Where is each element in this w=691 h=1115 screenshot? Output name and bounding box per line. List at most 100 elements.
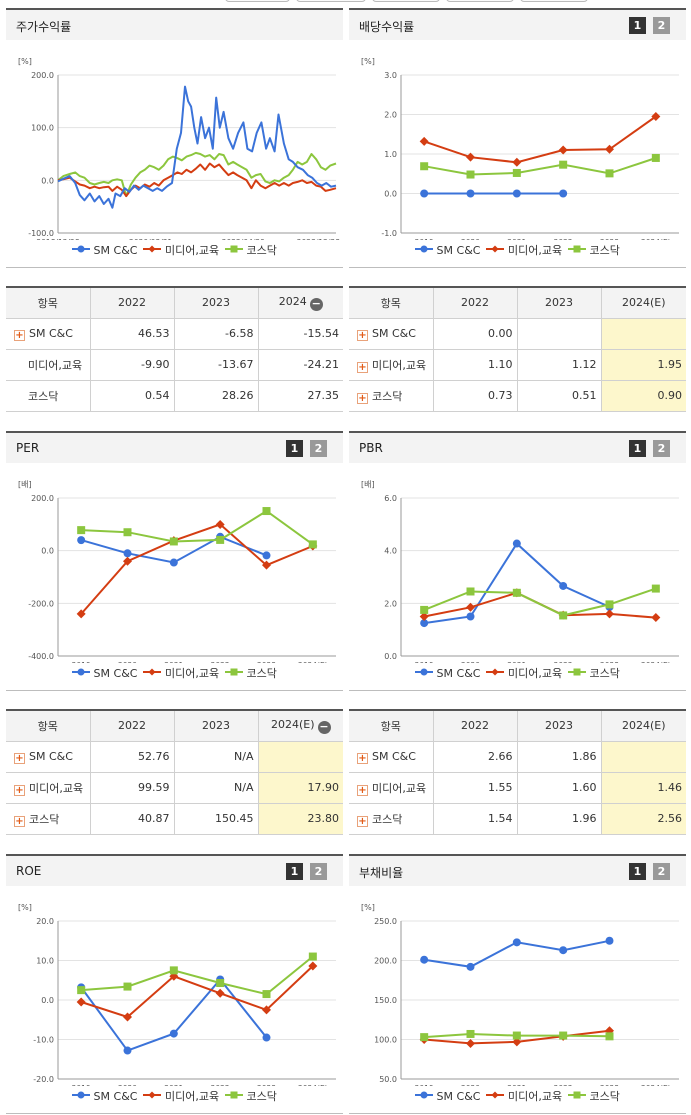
row-label: 코스닥 bbox=[28, 389, 59, 403]
plus-icon[interactable]: + bbox=[14, 329, 25, 341]
row-label-cell: + 코스닥 bbox=[6, 803, 90, 835]
plus-icon[interactable]: + bbox=[14, 784, 25, 796]
collapse-icon[interactable]: − bbox=[317, 719, 331, 734]
legend-marker-dot bbox=[72, 668, 91, 676]
page-2-button[interactable]: 2 bbox=[310, 863, 327, 880]
legend-diamond bbox=[148, 1091, 156, 1099]
data-point bbox=[466, 587, 475, 596]
plus-icon[interactable]: + bbox=[357, 361, 368, 373]
y-tick-label: 20.0 bbox=[36, 917, 54, 926]
plus-icon[interactable]: + bbox=[357, 784, 368, 796]
legend-item[interactable]: 코스닥 bbox=[225, 242, 277, 258]
value-cell bbox=[600, 318, 686, 350]
panel-header: 부채비율 1 2 bbox=[349, 854, 686, 886]
legend-item[interactable]: 코스닥 bbox=[225, 665, 277, 681]
x-tick-label: 2020 bbox=[461, 238, 480, 240]
column-header-label: 2024 bbox=[278, 294, 307, 308]
data-point bbox=[651, 111, 661, 121]
table-row: + 코스닥 40.87 150.45 23.80 bbox=[6, 803, 343, 835]
plus-icon[interactable]: + bbox=[357, 392, 368, 404]
page-2-button[interactable]: 2 bbox=[653, 863, 670, 880]
legend-item[interactable]: 미디어,교육 bbox=[143, 242, 219, 258]
chart-legend: SM C&C 미디어,교육 코스닥 bbox=[349, 665, 686, 681]
plus-icon[interactable]: + bbox=[357, 329, 368, 341]
legend-square bbox=[230, 245, 238, 253]
data-point bbox=[512, 189, 521, 198]
row-label: 코스닥 bbox=[29, 812, 60, 826]
data-point bbox=[559, 189, 568, 198]
legend-item[interactable]: 코스닥 bbox=[568, 1088, 620, 1104]
data-point bbox=[308, 540, 317, 549]
legend-item[interactable]: SM C&C bbox=[72, 244, 137, 257]
page-1-button[interactable]: 1 bbox=[286, 863, 303, 880]
legend-label: 코스닥 bbox=[586, 1090, 620, 1103]
page-1-button[interactable]: 1 bbox=[629, 440, 646, 457]
legend-item[interactable]: 코스닥 bbox=[568, 242, 620, 258]
data-point bbox=[262, 990, 271, 999]
plus-icon[interactable]: + bbox=[14, 752, 25, 764]
legend-item[interactable]: 코스닥 bbox=[568, 665, 620, 681]
value-cell: 17.90 bbox=[257, 772, 343, 804]
page-2-button[interactable]: 2 bbox=[310, 440, 327, 457]
page-2-button[interactable]: 2 bbox=[653, 17, 670, 34]
legend-diamond bbox=[491, 245, 499, 253]
data-point bbox=[169, 558, 178, 567]
legend-marker-square bbox=[225, 1091, 244, 1099]
top-tab[interactable] bbox=[296, 0, 366, 2]
series-line bbox=[424, 157, 657, 176]
legend-item[interactable]: SM C&C bbox=[415, 667, 480, 680]
legend-item[interactable]: 코스닥 bbox=[225, 1088, 277, 1104]
panel-header: PER 1 2 bbox=[6, 431, 343, 463]
y-tick-label: 0.0 bbox=[41, 996, 54, 1005]
column-header: 항목 bbox=[349, 710, 433, 742]
debt-chart: [%] 250.0 200.0 150.0 100.0 50.0 2019 2020 2021 2… bbox=[361, 903, 679, 1086]
page-1-button[interactable]: 1 bbox=[286, 440, 303, 457]
legend-item[interactable]: 미디어,교육 bbox=[486, 665, 562, 681]
collapse-icon[interactable]: − bbox=[309, 296, 323, 311]
panel-header: PBR 1 2 bbox=[349, 431, 686, 463]
legend-item[interactable]: 미디어,교육 bbox=[143, 665, 219, 681]
top-tab[interactable] bbox=[520, 0, 588, 2]
x-tick-label: 2024(E) bbox=[298, 661, 328, 663]
legend-item[interactable]: SM C&C bbox=[415, 244, 480, 257]
legend-item[interactable]: 미디어,교육 bbox=[486, 1088, 562, 1104]
plus-icon[interactable]: + bbox=[357, 752, 368, 764]
axis-unit-label: [%] bbox=[18, 57, 32, 66]
row-label: 미디어,교육 bbox=[372, 358, 427, 372]
legend-item[interactable]: SM C&C bbox=[72, 667, 137, 680]
series-line bbox=[423, 115, 657, 164]
x-tick-label: 2021 bbox=[507, 238, 526, 240]
legend-dot bbox=[77, 668, 85, 676]
top-tab[interactable] bbox=[446, 0, 514, 2]
top-tab[interactable] bbox=[225, 0, 290, 2]
row-label-cell: + SM C&C bbox=[349, 741, 433, 773]
pbr-panel: PBR 1 2 [배] 6.0 4.0 2.0 0.0 2019 2020 2021 2022 2… bbox=[349, 431, 686, 691]
data-point bbox=[512, 1037, 522, 1047]
legend-item[interactable]: SM C&C bbox=[72, 1090, 137, 1103]
data-point bbox=[123, 556, 132, 566]
page-1-button[interactable]: 1 bbox=[629, 17, 646, 34]
y-tick-label: 50.0 bbox=[379, 1075, 397, 1084]
value-cell: 0.00 bbox=[432, 318, 517, 350]
table-row: + 코스닥 1.54 1.96 2.56 bbox=[349, 803, 686, 835]
data-point bbox=[605, 609, 614, 619]
data-point bbox=[77, 536, 86, 545]
row-label-cell: + 코스닥 bbox=[349, 380, 433, 412]
data-point bbox=[651, 153, 660, 162]
plus-icon[interactable]: + bbox=[14, 815, 25, 827]
plus-icon[interactable]: + bbox=[357, 815, 368, 827]
legend-marker-square bbox=[568, 245, 587, 253]
page-1-button[interactable]: 1 bbox=[629, 863, 646, 880]
legend-item[interactable]: 미디어,교육 bbox=[486, 242, 562, 258]
row-label-cell: 미디어,교육 bbox=[6, 349, 90, 381]
value-cell: 0.73 bbox=[432, 380, 517, 412]
data-point bbox=[123, 549, 132, 558]
legend-item[interactable]: 미디어,교육 bbox=[143, 1088, 219, 1104]
data-point bbox=[76, 997, 86, 1007]
column-header: 2023 bbox=[516, 710, 601, 742]
top-tab[interactable] bbox=[372, 0, 440, 2]
data-point bbox=[215, 519, 225, 529]
series-line bbox=[57, 162, 337, 198]
page-2-button[interactable]: 2 bbox=[653, 440, 670, 457]
legend-item[interactable]: SM C&C bbox=[415, 1090, 480, 1103]
